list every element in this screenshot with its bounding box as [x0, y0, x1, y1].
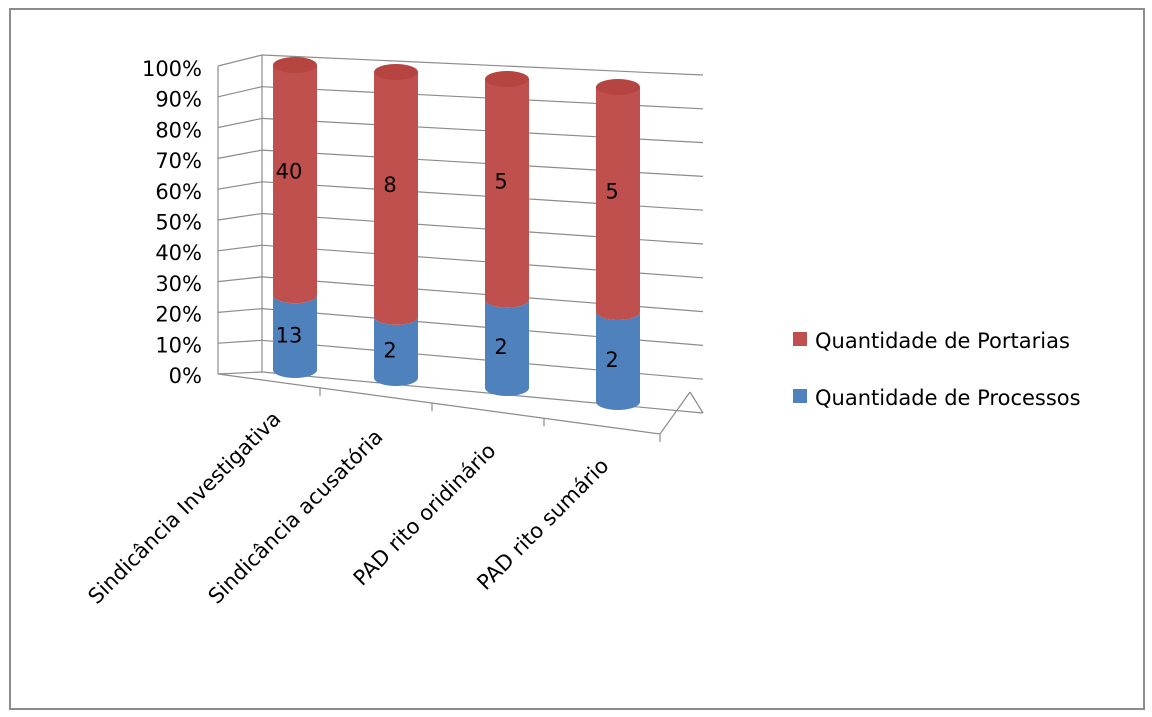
- legend-label: Quantidade de Processos: [815, 386, 1081, 410]
- y-tick-label: 0%: [169, 364, 202, 388]
- side-gridline: [217, 308, 263, 313]
- data-label-processos: 2: [494, 335, 507, 359]
- chart-frame: 0% 10% 20% 30% 40% 50% 60% 70% 80% 90% 100% 13 40 2 8 2…: [9, 8, 1145, 710]
- legend-swatch: [793, 332, 807, 346]
- side-gridline: [217, 117, 263, 129]
- y-tick-label: 50%: [155, 211, 202, 235]
- data-label-portarias: 5: [494, 169, 507, 193]
- legend-label: Quantidade de Portarias: [815, 329, 1070, 353]
- side-gridline: [217, 54, 263, 67]
- bar-segment-processos: [273, 295, 317, 378]
- category-label: Sindicância Investigativa: [84, 407, 286, 609]
- data-label-processos: 2: [383, 338, 396, 362]
- y-tick-label: 90%: [155, 88, 202, 112]
- bar-segment-portarias: [374, 72, 418, 325]
- chart-svg: 0% 10% 20% 30% 40% 50% 60% 70% 80% 90% 100% 13 40 2 8 2…: [84, 54, 1081, 609]
- data-label-portarias: 8: [383, 173, 396, 197]
- data-label-portarias: 5: [605, 179, 618, 203]
- y-tick-label: 80%: [155, 118, 202, 142]
- bar-top-cap: [374, 64, 418, 80]
- y-tick-label: 20%: [155, 303, 202, 327]
- bar-segment-portarias: [485, 79, 529, 308]
- bar-top-cap: [596, 79, 640, 95]
- bar-segment-processos: [374, 316, 418, 386]
- data-label-processos: 13: [276, 324, 303, 348]
- category-label: PAD rito oridinário: [349, 439, 501, 591]
- legend-swatch: [793, 389, 807, 403]
- side-gridline: [217, 181, 263, 190]
- bar-segment-portarias: [596, 87, 640, 320]
- side-gridline: [217, 371, 263, 375]
- bar-top-cap: [485, 71, 529, 87]
- bar-top-cap: [273, 57, 317, 73]
- side-gridline: [217, 86, 263, 98]
- side-gridline: [217, 339, 263, 344]
- category-label: PAD rito sumário: [472, 454, 613, 595]
- floor-side-edge: [689, 391, 704, 414]
- y-tick-label: 60%: [155, 180, 202, 204]
- y-tick-label: 30%: [155, 272, 202, 296]
- back-gridline: [261, 54, 704, 76]
- y-tick-label: 70%: [155, 149, 202, 173]
- side-gridline: [217, 212, 263, 221]
- bar-segment-processos: [485, 299, 529, 396]
- y-tick-label: 100%: [142, 57, 202, 81]
- data-label-processos: 2: [605, 348, 618, 372]
- side-gridline: [217, 244, 263, 252]
- data-label-portarias: 40: [276, 160, 303, 184]
- side-gridline: [217, 149, 263, 159]
- y-tick-label: 40%: [155, 241, 202, 265]
- bar-segment-processos: [596, 312, 640, 410]
- bar-segment-portarias: [273, 65, 317, 304]
- y-tick-label: 10%: [155, 333, 202, 357]
- side-gridline: [217, 276, 263, 283]
